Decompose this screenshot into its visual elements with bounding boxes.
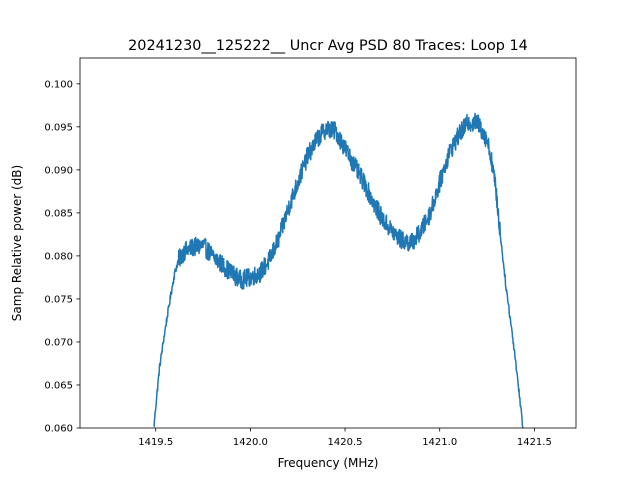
series-line (153, 112, 524, 428)
y-tick-label: 0.060 (44, 424, 73, 435)
plot-frame (79, 57, 577, 429)
x-axis: 1419.5 1420.0 1420.5 1421.0 1421.5 (138, 428, 552, 448)
y-tick-label: 0.090 (44, 165, 73, 176)
y-tick-label: 0.070 (44, 337, 73, 348)
x-tick-label: 1421.5 (517, 437, 552, 448)
y-tick-label: 0.080 (44, 251, 73, 262)
y-tick-label: 0.085 (44, 208, 73, 219)
y-tick-label: 0.075 (44, 294, 73, 305)
x-tick-label: 1420.0 (233, 437, 268, 448)
chart-title: 20241230__125222__ Uncr Avg PSD 80 Trace… (128, 38, 528, 54)
series-layer (153, 112, 524, 428)
y-tick-label: 0.095 (44, 122, 73, 133)
x-tick-label: 1421.0 (422, 437, 457, 448)
plot-area (79, 57, 577, 429)
y-tick-label: 0.065 (44, 380, 73, 391)
x-axis-label: Frequency (MHz) (278, 456, 379, 470)
y-axis: 0.060 0.065 0.070 0.075 0.080 0.085 0.090 0.095… (44, 79, 80, 435)
x-tick-label: 1419.5 (138, 437, 173, 448)
y-tick-label: 0.100 (44, 79, 73, 90)
y-axis-label: Samp Relative power (dB) (10, 165, 24, 321)
x-tick-label: 1420.5 (328, 437, 363, 448)
